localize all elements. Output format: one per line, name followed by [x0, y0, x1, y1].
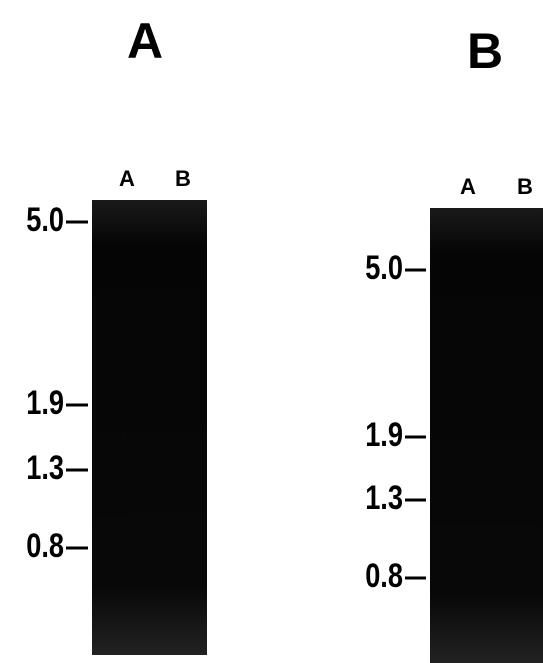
panel-title: A: [127, 13, 163, 69]
size-marker: 1.3: [26, 448, 64, 487]
lane-label: B: [517, 174, 533, 199]
size-marker: 5.0: [365, 248, 403, 287]
panel-title: B: [467, 23, 503, 79]
size-marker: 0.8: [26, 526, 64, 565]
size-marker: 0.8: [365, 556, 403, 595]
lane-label: B: [175, 166, 191, 191]
size-marker: 5.0: [26, 200, 64, 239]
blot: [92, 200, 207, 655]
size-marker: 1.9: [365, 415, 403, 454]
lane-label: A: [119, 166, 135, 191]
panel-b: B A B 5.0 1.9 1.3 0.8: [365, 23, 543, 663]
size-marker: 1.3: [365, 478, 403, 517]
blot: [430, 208, 543, 663]
figure: A A B 5.0 1.9 1.3 0.8 B A B 5.0 1.9 1.3 0.8: [0, 0, 543, 663]
panel-a: A A B 5.0 1.9 1.3 0.8: [26, 13, 207, 655]
size-marker: 1.9: [26, 383, 64, 422]
lane-label: A: [460, 174, 476, 199]
